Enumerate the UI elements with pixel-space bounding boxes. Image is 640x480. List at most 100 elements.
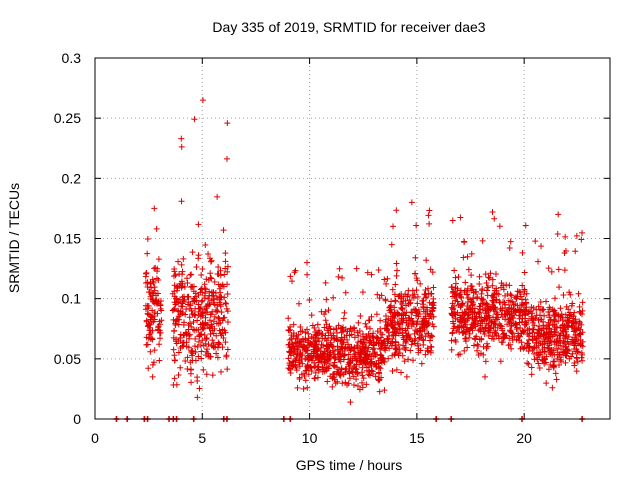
data-point bbox=[358, 369, 365, 376]
data-point bbox=[564, 323, 571, 330]
data-point bbox=[412, 340, 419, 347]
data-point bbox=[294, 335, 301, 342]
data-point bbox=[382, 297, 389, 304]
data-point bbox=[518, 318, 525, 325]
data-point bbox=[474, 341, 481, 348]
data-point bbox=[322, 317, 329, 324]
data-point bbox=[573, 232, 580, 239]
data-point bbox=[463, 335, 470, 342]
data-point bbox=[363, 344, 370, 351]
data-point bbox=[385, 329, 392, 336]
data-point bbox=[170, 382, 177, 389]
data-point bbox=[510, 302, 517, 309]
data-point bbox=[537, 298, 544, 305]
data-point bbox=[222, 258, 229, 265]
data-point bbox=[491, 304, 498, 311]
data-point bbox=[171, 375, 178, 382]
data-point bbox=[392, 281, 399, 288]
data-point bbox=[413, 275, 420, 282]
data-point bbox=[370, 330, 377, 337]
data-point bbox=[448, 311, 455, 318]
data-point bbox=[425, 348, 432, 355]
data-point bbox=[208, 289, 215, 296]
data-point bbox=[155, 256, 162, 263]
data-point bbox=[322, 332, 329, 339]
data-point bbox=[489, 333, 496, 340]
data-point bbox=[471, 342, 478, 349]
data-point-max bbox=[151, 205, 158, 212]
data-point bbox=[145, 311, 152, 318]
data-point bbox=[290, 347, 297, 354]
data-point bbox=[353, 366, 360, 373]
data-point bbox=[409, 319, 416, 326]
data-point bbox=[538, 243, 545, 250]
data-point bbox=[148, 284, 155, 291]
data-point bbox=[213, 307, 220, 314]
data-point bbox=[143, 269, 150, 276]
data-point bbox=[195, 353, 202, 360]
y-tick-label: 0.05 bbox=[54, 351, 81, 367]
data-point bbox=[554, 230, 561, 237]
data-point bbox=[216, 285, 223, 292]
data-point bbox=[479, 237, 486, 244]
data-point bbox=[194, 378, 201, 385]
data-point bbox=[456, 323, 463, 330]
data-point bbox=[561, 267, 568, 274]
data-point bbox=[359, 364, 366, 371]
data-point bbox=[414, 318, 421, 325]
data-point bbox=[535, 258, 542, 265]
data-point bbox=[392, 332, 399, 339]
data-point bbox=[451, 309, 458, 316]
data-point bbox=[180, 255, 187, 262]
data-point bbox=[468, 324, 475, 331]
data-point bbox=[421, 291, 428, 298]
data-point bbox=[457, 293, 464, 300]
data-point bbox=[215, 339, 222, 346]
data-point bbox=[213, 350, 220, 357]
data-point bbox=[222, 339, 229, 346]
data-point bbox=[355, 319, 362, 326]
data-point bbox=[428, 332, 435, 339]
data-point bbox=[195, 301, 202, 308]
data-point-max bbox=[555, 211, 562, 218]
data-point bbox=[213, 332, 220, 339]
data-point bbox=[383, 280, 390, 287]
data-point bbox=[149, 276, 156, 283]
data-point bbox=[397, 299, 404, 306]
data-point bbox=[194, 343, 201, 350]
data-point bbox=[224, 120, 231, 127]
data-point bbox=[402, 344, 409, 351]
data-point bbox=[543, 298, 550, 305]
data-point-max bbox=[199, 97, 206, 104]
data-point bbox=[451, 293, 458, 300]
data-point bbox=[574, 348, 581, 355]
data-point bbox=[393, 366, 400, 373]
data-point bbox=[321, 335, 328, 342]
data-point bbox=[378, 359, 385, 366]
data-point bbox=[348, 344, 355, 351]
data-point bbox=[525, 348, 532, 355]
data-point bbox=[575, 349, 582, 356]
data-point bbox=[299, 351, 306, 358]
data-point bbox=[456, 312, 463, 319]
data-point bbox=[529, 337, 536, 344]
data-point bbox=[398, 291, 405, 298]
data-point bbox=[483, 280, 490, 287]
data-point bbox=[550, 316, 557, 323]
data-point bbox=[448, 284, 455, 291]
data-point bbox=[473, 333, 480, 340]
data-point bbox=[417, 280, 424, 287]
data-point bbox=[366, 340, 373, 347]
data-point bbox=[340, 352, 347, 359]
data-point bbox=[368, 355, 375, 362]
data-point bbox=[289, 340, 296, 347]
data-point bbox=[492, 271, 499, 278]
data-point bbox=[175, 258, 182, 265]
data-point bbox=[171, 305, 178, 312]
data-point bbox=[573, 368, 580, 375]
data-point bbox=[543, 323, 550, 330]
data-point bbox=[531, 356, 538, 363]
data-point bbox=[520, 329, 527, 336]
data-point bbox=[479, 285, 486, 292]
data-point bbox=[421, 324, 428, 331]
